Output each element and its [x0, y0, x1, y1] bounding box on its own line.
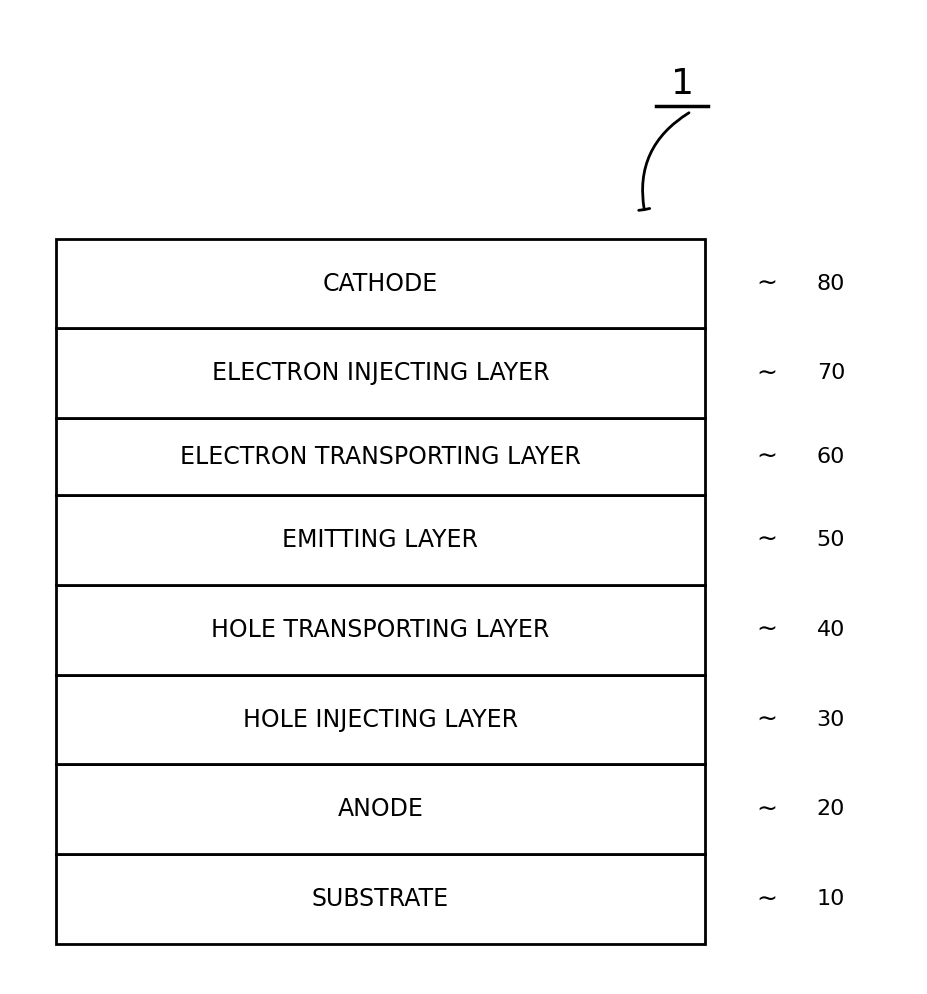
- Text: CATHODE: CATHODE: [323, 271, 438, 295]
- Bar: [56, 675, 705, 764]
- Text: 60: 60: [816, 446, 844, 466]
- Bar: [56, 239, 705, 328]
- Text: 50: 50: [816, 530, 844, 550]
- Text: HOLE INJECTING LAYER: HOLE INJECTING LAYER: [243, 708, 517, 732]
- Text: 1: 1: [670, 68, 692, 101]
- Text: EMITTING LAYER: EMITTING LAYER: [282, 528, 478, 552]
- Text: HOLE TRANSPORTING LAYER: HOLE TRANSPORTING LAYER: [211, 617, 549, 642]
- Text: 80: 80: [816, 273, 844, 293]
- Text: ∼: ∼: [756, 888, 777, 911]
- Text: ∼: ∼: [756, 528, 777, 552]
- Text: ∼: ∼: [756, 362, 777, 386]
- Bar: [56, 328, 705, 418]
- Text: ELECTRON TRANSPORTING LAYER: ELECTRON TRANSPORTING LAYER: [180, 444, 580, 468]
- Text: ∼: ∼: [756, 617, 777, 642]
- Text: ∼: ∼: [756, 797, 777, 821]
- Bar: [56, 855, 705, 944]
- Text: 10: 10: [816, 890, 844, 910]
- Bar: [56, 584, 705, 675]
- Text: ELECTRON INJECTING LAYER: ELECTRON INJECTING LAYER: [211, 362, 549, 386]
- Text: ∼: ∼: [756, 708, 777, 732]
- Bar: [56, 764, 705, 855]
- Text: 30: 30: [816, 710, 844, 730]
- Text: SUBSTRATE: SUBSTRATE: [311, 888, 449, 911]
- Text: ∼: ∼: [756, 444, 777, 468]
- Bar: [56, 418, 705, 495]
- Text: 70: 70: [816, 364, 844, 384]
- Text: 40: 40: [816, 619, 844, 639]
- Text: ANODE: ANODE: [337, 797, 423, 821]
- Text: 20: 20: [816, 799, 844, 819]
- Bar: [56, 495, 705, 584]
- Text: ∼: ∼: [756, 271, 777, 295]
